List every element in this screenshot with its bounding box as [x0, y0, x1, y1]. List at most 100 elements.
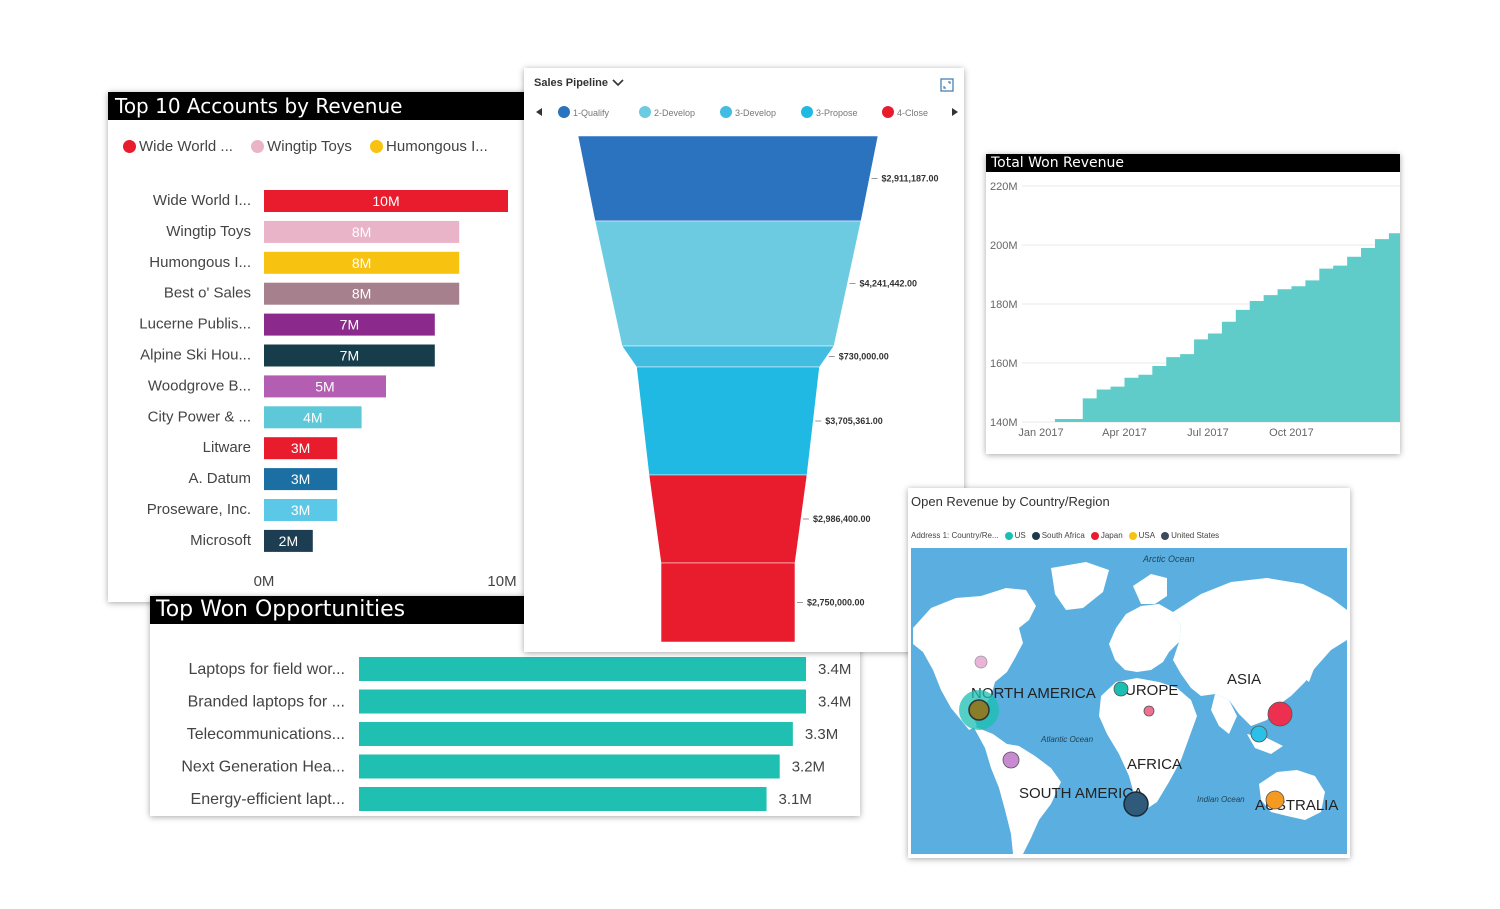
- bar[interactable]: [264, 282, 460, 305]
- legend-prev-icon[interactable]: [536, 108, 542, 116]
- data-label: 3.4M: [818, 694, 851, 711]
- revenue-bubble[interactable]: [1002, 751, 1020, 769]
- continent-africa: [1099, 678, 1197, 810]
- bar[interactable]: [264, 313, 435, 336]
- legend-next-icon[interactable]: [952, 108, 958, 116]
- bar[interactable]: [264, 220, 460, 243]
- legend-item[interactable]: United States: [1161, 531, 1219, 540]
- bar[interactable]: [264, 529, 313, 552]
- chevron-down-icon[interactable]: [612, 78, 624, 88]
- legend-dot: [123, 140, 136, 153]
- world-map[interactable]: NORTH AMERICA EUROPE ASIA AFRICA SOUTH A…: [911, 548, 1347, 854]
- category-label: Wide World I...: [153, 192, 251, 209]
- category-label: Branded laptops for ...: [188, 694, 345, 711]
- revenue-bubble[interactable]: [1113, 681, 1129, 697]
- category-label: Lucerne Publis...: [139, 316, 251, 333]
- tick-label: Jul 2017: [1187, 427, 1229, 439]
- legend-item[interactable]: South Africa: [1031, 531, 1085, 540]
- region-label: EUROPE: [1115, 682, 1178, 699]
- tick-label: Apr 2017: [1102, 427, 1147, 439]
- legend-dot[interactable]: [639, 106, 651, 118]
- legend-label: 4-Close: [897, 108, 928, 118]
- bar[interactable]: [359, 754, 780, 779]
- bar[interactable]: [264, 375, 386, 398]
- revenue-bubble[interactable]: [968, 699, 990, 721]
- ocean-label: Arctic Ocean: [1142, 554, 1195, 564]
- funnel-stage[interactable]: [621, 345, 835, 368]
- legend-dot[interactable]: [882, 106, 894, 118]
- continent-north-america: [913, 588, 1036, 730]
- bar[interactable]: [359, 657, 806, 681]
- expand-icon[interactable]: [940, 78, 954, 92]
- revenue-bubble[interactable]: [1250, 725, 1268, 743]
- legend-label: United States: [1171, 531, 1220, 540]
- bar[interactable]: [264, 190, 508, 212]
- data-label: 8M: [352, 224, 371, 240]
- open-revenue-card: Open Revenue by Country/Region Address 1…: [908, 488, 1350, 858]
- revenue-bubble[interactable]: [974, 655, 988, 669]
- data-label: $730,000.00: [839, 352, 889, 362]
- funnel-stage[interactable]: [594, 220, 862, 347]
- category-label: Litware: [203, 439, 251, 456]
- region-label: SOUTH AMERICA: [1019, 785, 1143, 802]
- funnel-stage[interactable]: [660, 562, 796, 643]
- data-label: 10M: [372, 193, 399, 209]
- legend-dot: [1161, 531, 1170, 540]
- bar[interactable]: [264, 499, 338, 521]
- revenue-bubble[interactable]: [1123, 791, 1149, 817]
- bar[interactable]: [264, 406, 362, 429]
- funnel-stage[interactable]: [577, 135, 879, 222]
- funnel-stage[interactable]: [648, 474, 808, 564]
- category-label: Wingtip Toys: [166, 223, 251, 240]
- legend-item[interactable]: Wide World ...: [123, 138, 233, 155]
- legend-item[interactable]: USA: [1128, 531, 1155, 540]
- top-accounts-card: Top 10 Accounts by Revenue Wide World ..…: [108, 92, 528, 602]
- legend-label: 3-Develop: [735, 108, 776, 118]
- data-label: 3M: [291, 502, 310, 518]
- revenue-bubble[interactable]: [1143, 705, 1155, 717]
- data-label: $3,705,361.00: [825, 416, 883, 426]
- pipeline-title: Sales Pipeline: [534, 77, 608, 89]
- revenue-bubble[interactable]: [1265, 790, 1285, 810]
- bar[interactable]: [359, 722, 793, 746]
- continent-japan: [1301, 652, 1315, 682]
- bar[interactable]: [359, 787, 767, 811]
- category-label: Energy-efficient lapt...: [191, 791, 345, 808]
- continent-india: [1211, 694, 1237, 734]
- bar[interactable]: [264, 468, 338, 491]
- legend-dot[interactable]: [801, 106, 813, 118]
- funnel-stage[interactable]: [636, 366, 820, 476]
- ocean-label: Atlantic Ocean: [1040, 735, 1094, 744]
- category-label: Alpine Ski Hou...: [140, 347, 251, 364]
- bar[interactable]: [264, 437, 338, 460]
- legend-dot[interactable]: [558, 106, 570, 118]
- tick-label: 140M: [990, 417, 1018, 429]
- top-accounts-title: Top 10 Accounts by Revenue: [108, 92, 528, 120]
- tick-label: 180M: [990, 299, 1018, 311]
- data-label: 8M: [352, 286, 371, 302]
- legend-item[interactable]: Japan: [1090, 531, 1123, 540]
- top-accounts-chart: Wide World I... 10M Wingtip Toys 8M Humongou…: [139, 190, 517, 590]
- data-label: 3.1M: [779, 791, 812, 808]
- category-label: Laptops for field wor...: [188, 661, 345, 678]
- legend-item[interactable]: Wingtip Toys: [251, 138, 352, 155]
- pipeline-header[interactable]: Sales Pipeline: [534, 77, 624, 89]
- data-label: $2,986,400.00: [813, 514, 871, 524]
- revenue-bubble[interactable]: [1267, 701, 1293, 727]
- legend-item[interactable]: Humongous I...: [370, 138, 488, 155]
- legend-label: 3-Propose: [816, 108, 858, 118]
- bar[interactable]: [264, 251, 460, 274]
- continent-south-america: [973, 726, 1061, 854]
- won-opps-chart: Laptops for field wor... 3.4M Branded lapt…: [181, 657, 851, 811]
- legend-dot[interactable]: [720, 106, 732, 118]
- bar[interactable]: [359, 689, 806, 714]
- won-revenue-card: Total Won Revenue 220M 200M 180M 160M 140M Ja…: [986, 154, 1400, 454]
- category-label: Microsoft: [190, 532, 252, 549]
- data-label: 7M: [340, 317, 359, 333]
- data-label: 7M: [340, 348, 359, 364]
- area-series[interactable]: [1041, 233, 1400, 422]
- won-revenue-title: Total Won Revenue: [986, 154, 1400, 172]
- bar[interactable]: [264, 344, 435, 367]
- legend-item[interactable]: US: [1004, 531, 1026, 540]
